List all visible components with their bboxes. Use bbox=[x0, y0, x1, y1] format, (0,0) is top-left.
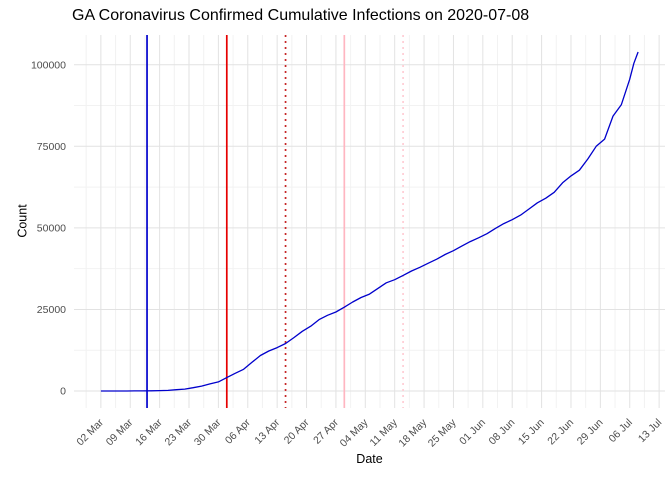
infections-line bbox=[100, 51, 639, 392]
x-tick-label: 18 May bbox=[396, 416, 429, 449]
x-tick-label: 06 Apr bbox=[223, 416, 253, 446]
grid-major bbox=[74, 35, 665, 408]
y-tick-label: 75000 bbox=[37, 141, 66, 153]
y-tick-labels: 0 25000 50000 75000 100000 bbox=[31, 59, 66, 397]
event-vlines bbox=[146, 35, 404, 408]
x-tick-label: 02 Mar bbox=[74, 416, 106, 448]
x-tick-label: 13 Jul bbox=[636, 417, 664, 445]
y-tick-label: 50000 bbox=[37, 223, 66, 235]
x-tick-label: 04 May bbox=[338, 416, 371, 449]
x-tick-label: 22 Jun bbox=[545, 417, 576, 448]
x-tick-label: 23 Mar bbox=[163, 416, 195, 448]
x-tick-label: 13 Apr bbox=[252, 416, 282, 446]
x-tick-label: 06 Jul bbox=[607, 417, 635, 445]
grid-minor bbox=[74, 35, 665, 408]
x-tick-label: 27 Apr bbox=[311, 416, 341, 446]
x-axis-title: Date bbox=[356, 452, 383, 466]
x-tick-label: 08 Jun bbox=[487, 417, 518, 448]
x-tick-label: 16 Mar bbox=[133, 416, 165, 448]
y-tick-label: 100000 bbox=[31, 59, 66, 71]
x-tick-label: 29 Jun bbox=[575, 417, 606, 448]
x-tick-label: 11 May bbox=[368, 416, 401, 449]
y-tick-label: 25000 bbox=[37, 304, 66, 316]
x-tick-label: 15 Jun bbox=[516, 417, 547, 448]
y-tick-label: 0 bbox=[60, 386, 66, 398]
x-tick-label: 01 Jun bbox=[457, 417, 488, 448]
x-tick-label: 30 Mar bbox=[192, 416, 224, 448]
x-tick-label: 09 Mar bbox=[104, 416, 136, 448]
x-tick-label: 20 Apr bbox=[282, 416, 312, 446]
chart-title: GA Coronavirus Confirmed Cumulative Infe… bbox=[72, 7, 530, 24]
x-tick-label: 25 May bbox=[426, 416, 459, 449]
y-axis-title: Count bbox=[15, 204, 30, 238]
